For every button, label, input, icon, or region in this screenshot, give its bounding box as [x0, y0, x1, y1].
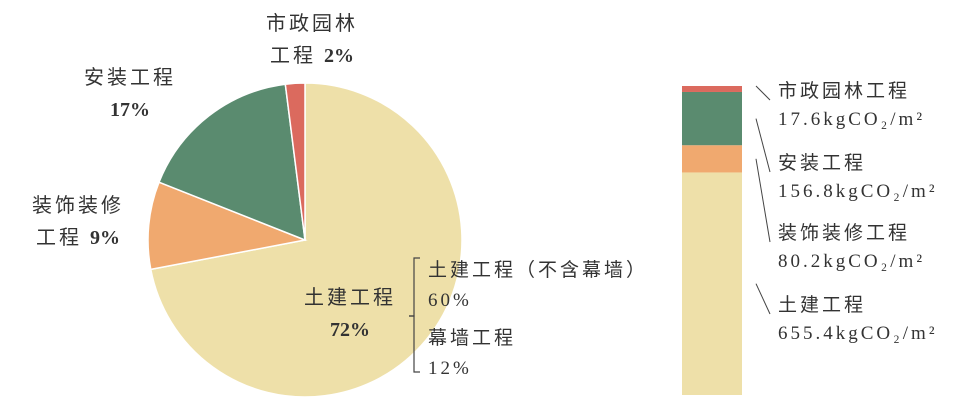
series-name: 安装工程 — [778, 153, 867, 174]
bar-label: 安装工程 156.8kgCO₂/m² — [778, 150, 938, 206]
bar-label: 装饰装修工程 80.2kgCO₂/m² — [778, 220, 925, 276]
leader-line — [755, 118, 771, 173]
pie-slice — [284, 82, 306, 241]
breakdown-label: 幕墙工程 12% — [428, 324, 516, 384]
series-value: 17.6kgCO₂/m² — [778, 109, 926, 130]
bar-label: 土建工程 655.4kgCO₂/m² — [778, 292, 938, 348]
slice-category: 装饰装修工程 — [32, 195, 124, 249]
breakdown-brace — [409, 315, 420, 373]
breakdown-category: 土建工程（不含幕墙） — [428, 260, 649, 281]
series-value: 156.8kgCO₂/m² — [778, 181, 938, 202]
pie-slice — [158, 83, 306, 242]
series-value: 80.2kgCO₂/m² — [778, 251, 926, 272]
slice-label: 土建工程 72% — [295, 282, 405, 346]
leader-line — [755, 85, 771, 101]
series-value: 655.4kgCO₂/m² — [778, 323, 938, 344]
bar-segment — [682, 91, 742, 146]
bar-label: 市政园林工程 17.6kgCO₂/m² — [778, 78, 925, 134]
breakdown-value: 60% — [428, 290, 472, 311]
slice-value: 9% — [90, 227, 120, 249]
bar-segment — [682, 86, 742, 92]
series-name: 装饰装修工程 — [778, 223, 911, 244]
breakdown-value: 12% — [428, 358, 472, 379]
slice-value: 72% — [330, 319, 370, 341]
slice-label: 安装工程 17% — [75, 62, 185, 126]
leader-line — [755, 158, 771, 243]
leader-line — [755, 283, 771, 315]
slice-label: 市政园林工程 2% — [257, 8, 367, 72]
slice-label: 装饰装修工程 9% — [23, 190, 133, 254]
series-name: 土建工程 — [778, 295, 867, 316]
series-name: 市政园林工程 — [778, 81, 911, 102]
breakdown-label: 土建工程（不含幕墙） 60% — [428, 256, 648, 316]
pie-slice — [147, 181, 308, 271]
breakdown-category: 幕墙工程 — [428, 328, 517, 349]
slice-category: 土建工程 — [304, 287, 396, 309]
bar-segment — [682, 145, 742, 173]
slice-category: 市政园林工程 — [266, 13, 358, 67]
slice-value: 17% — [110, 99, 150, 121]
slice-category: 安装工程 — [84, 67, 176, 89]
bar-segment — [682, 172, 742, 395]
slice-value: 2% — [324, 45, 354, 67]
